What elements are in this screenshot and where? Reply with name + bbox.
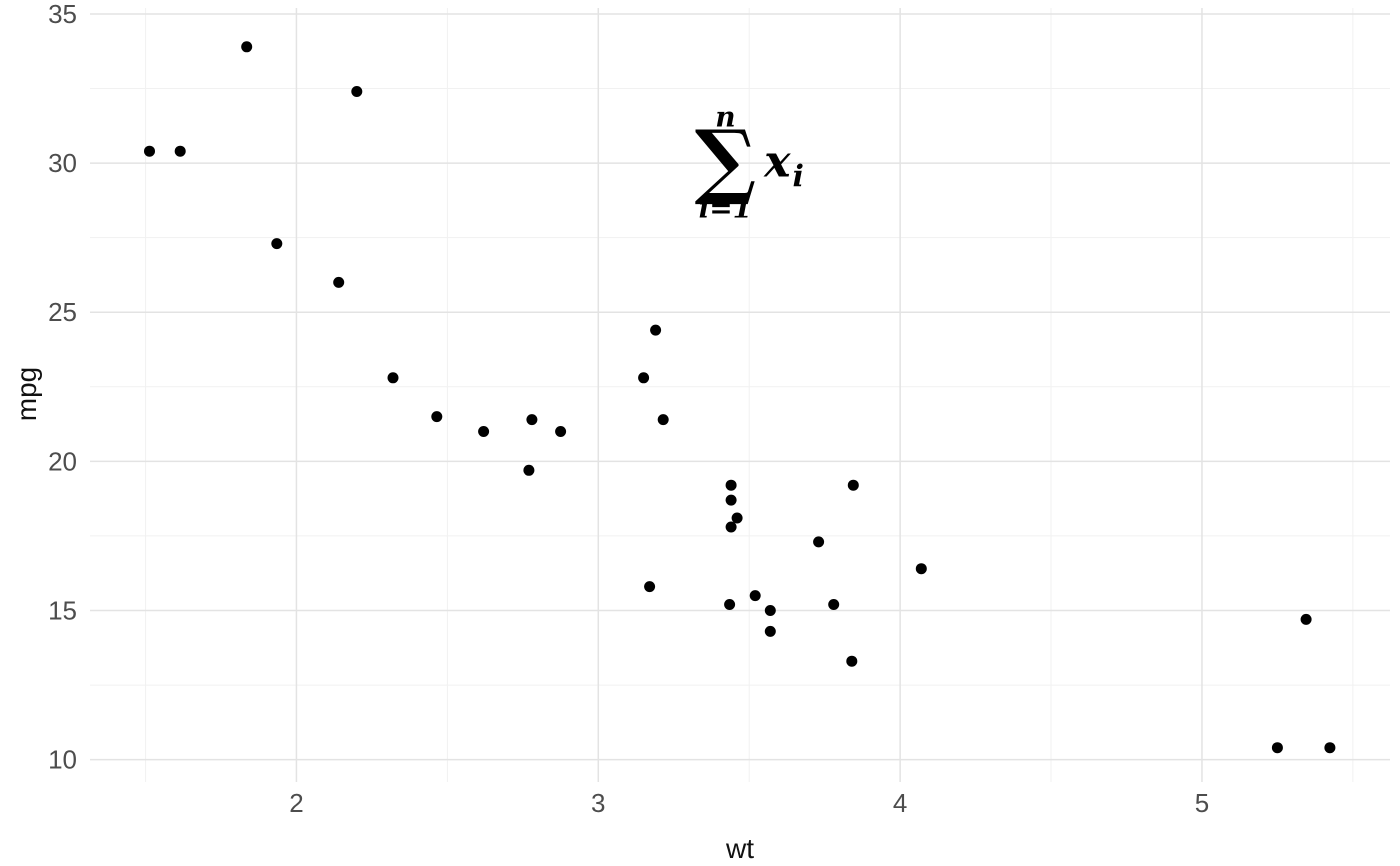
- x-tick-label: 2: [289, 788, 303, 818]
- data-point: [749, 590, 761, 602]
- data-point: [387, 372, 399, 384]
- data-point: [638, 372, 650, 384]
- sigma-symbol-icon: ∑: [694, 112, 757, 209]
- data-point: [764, 625, 776, 637]
- tick-labels: 2 3 4 5 10 15 20 25 30 35: [48, 0, 1209, 818]
- data-point: [271, 238, 283, 250]
- data-point: [847, 479, 859, 491]
- data-point: [174, 145, 186, 157]
- x-tick-label: 5: [1195, 788, 1209, 818]
- sum-subscript: i: [792, 160, 804, 196]
- sum-annotation: n ∑ i=1 x i: [694, 100, 804, 225]
- data-point: [828, 599, 840, 610]
- data-point: [764, 605, 776, 616]
- data-point: [523, 464, 535, 476]
- data-point: [1300, 613, 1312, 625]
- data-point: [144, 145, 155, 157]
- x-tick-label: 3: [591, 788, 605, 818]
- x-axis-title: wt: [725, 833, 754, 864]
- y-tick-label: 30: [48, 148, 77, 178]
- minor-gridlines: [90, 8, 1390, 782]
- x-tick-label: 4: [893, 788, 907, 818]
- data-point: [725, 479, 737, 491]
- data-point: [478, 426, 490, 437]
- data-point: [650, 324, 662, 336]
- data-point: [731, 512, 743, 524]
- data-point: [644, 581, 656, 593]
- data-point: [526, 414, 538, 426]
- data-points: [144, 41, 1336, 754]
- sum-upper-limit: n: [715, 100, 736, 134]
- data-point: [725, 521, 737, 533]
- data-point: [724, 599, 736, 610]
- data-point: [915, 563, 927, 575]
- y-tick-label: 20: [48, 446, 77, 476]
- data-point: [725, 494, 737, 506]
- data-point: [241, 41, 253, 53]
- data-point: [657, 414, 669, 426]
- y-tick-label: 15: [48, 595, 77, 625]
- y-tick-label: 25: [48, 297, 77, 327]
- data-point: [1324, 742, 1336, 754]
- y-tick-label: 35: [48, 0, 77, 29]
- data-point: [333, 276, 345, 288]
- y-axis-title: mpg: [11, 367, 42, 421]
- sum-body: x i: [764, 137, 804, 193]
- data-point: [846, 655, 858, 667]
- data-point: [431, 411, 443, 423]
- data-point: [555, 426, 567, 437]
- sum-stack: n ∑ i=1: [694, 100, 757, 225]
- y-tick-label: 10: [48, 745, 77, 775]
- data-point: [1271, 742, 1283, 754]
- data-point: [813, 536, 825, 548]
- data-point: [351, 86, 363, 97]
- sum-lower-limit: i=1: [698, 191, 753, 225]
- major-gridlines: [90, 8, 1390, 782]
- sum-variable: x: [764, 137, 791, 189]
